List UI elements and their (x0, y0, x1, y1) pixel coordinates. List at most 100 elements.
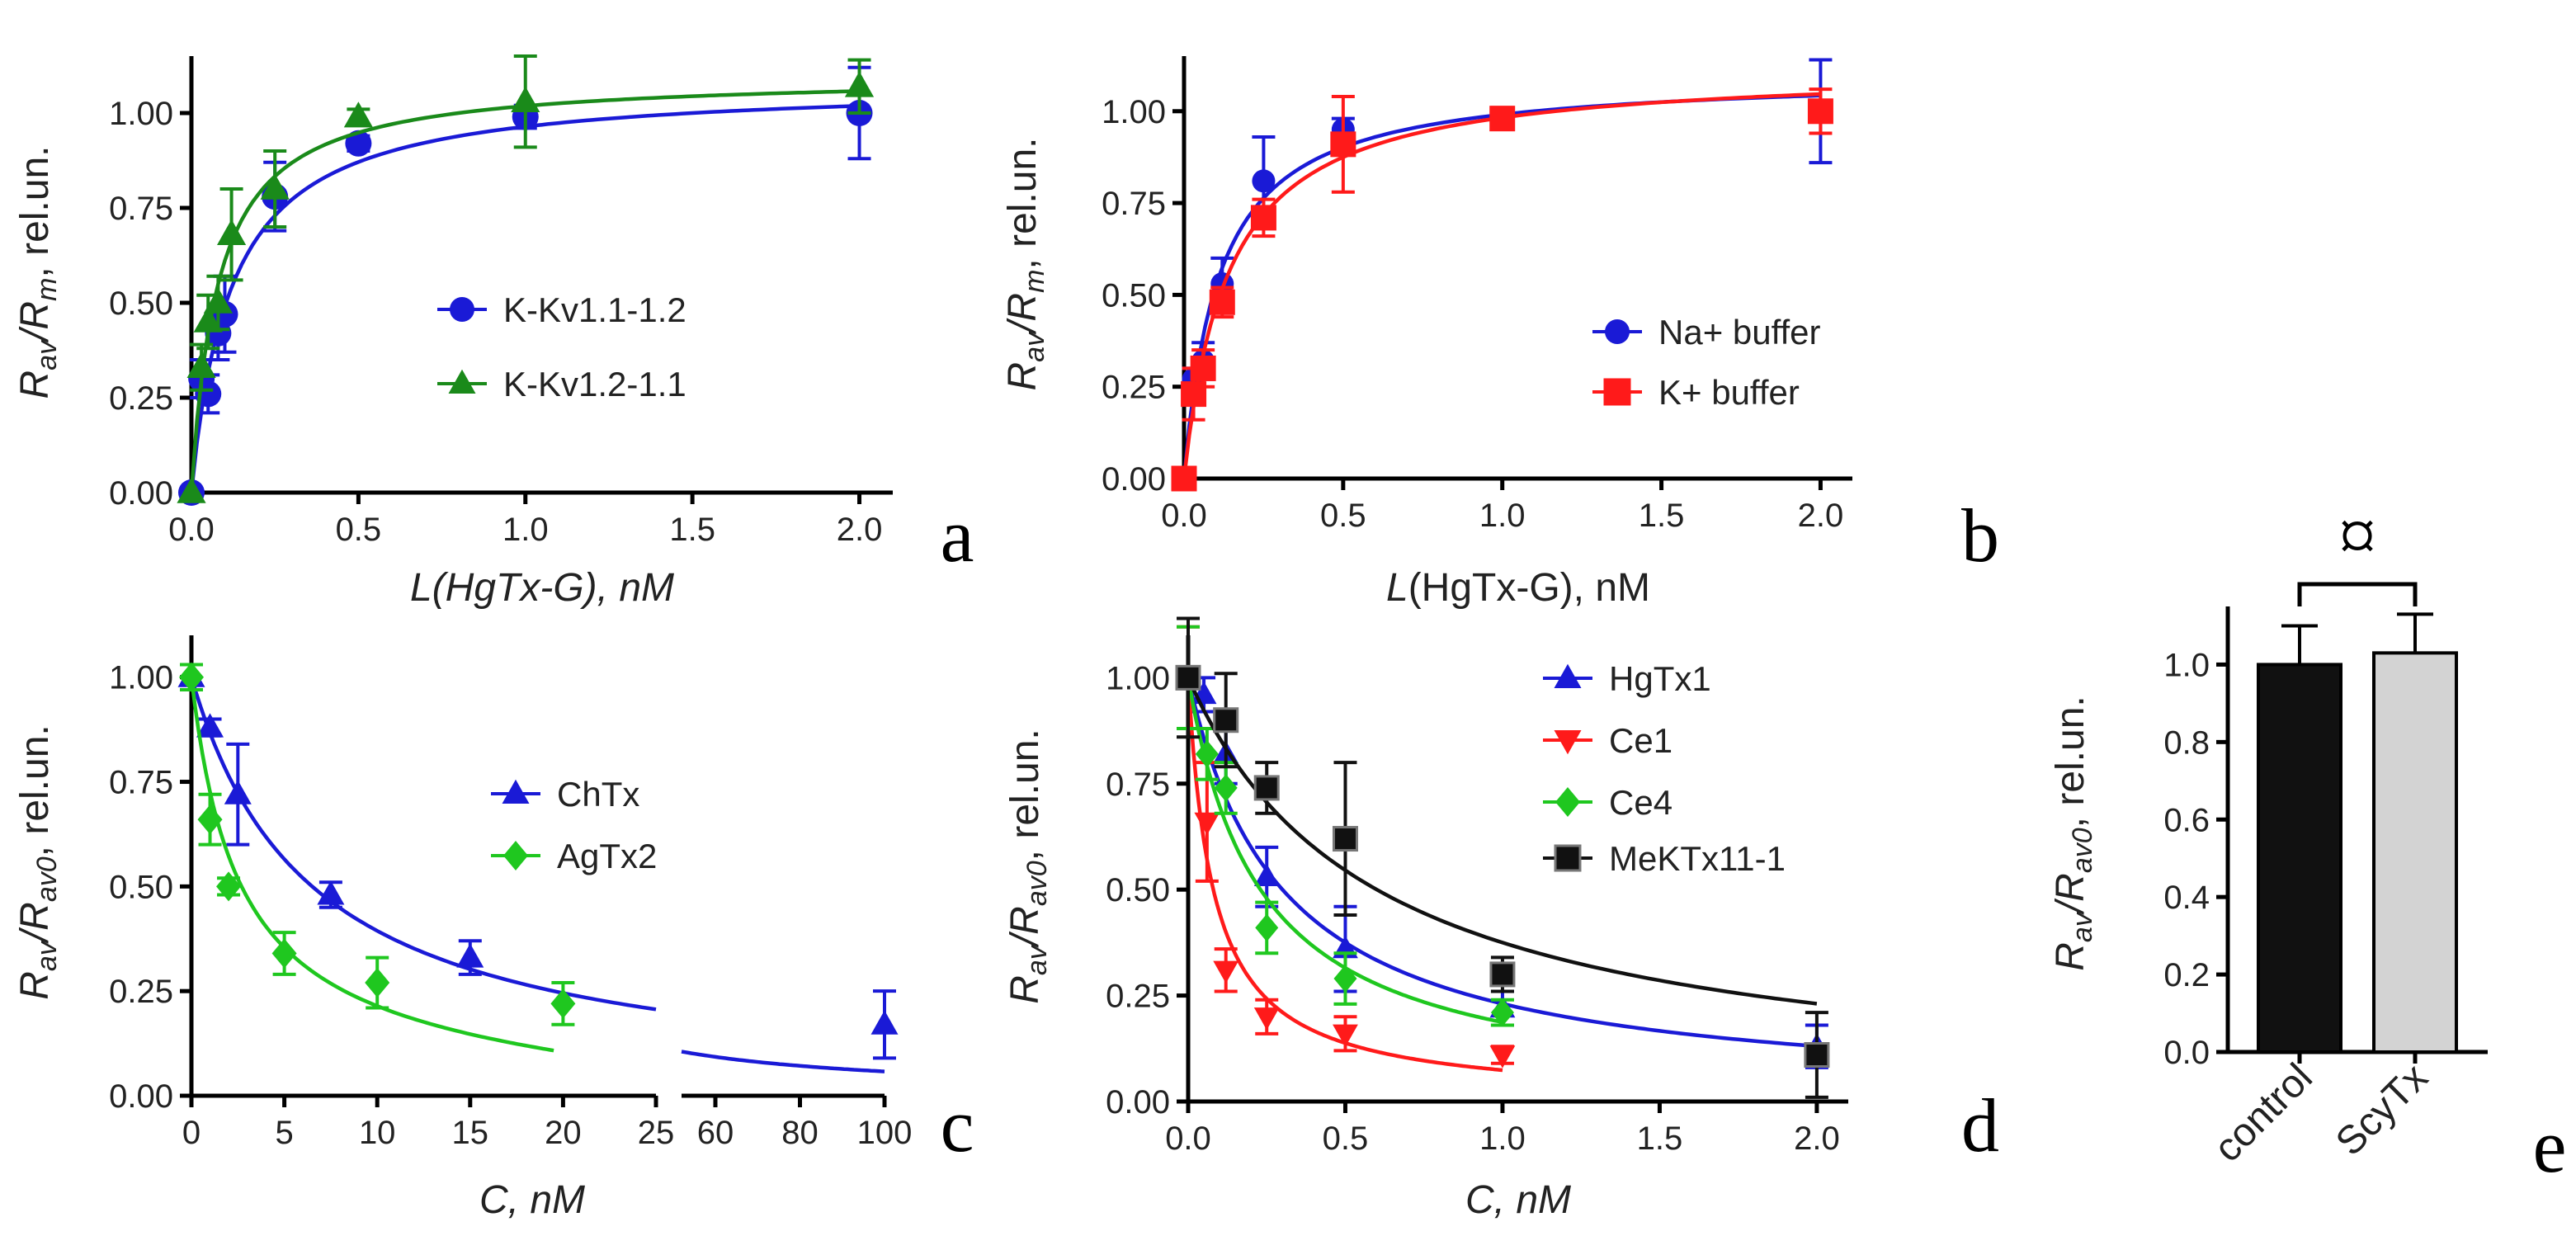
y-axis-label: Rav/Rav0, rel.un. (13, 724, 63, 1000)
y-tick-label: 0.25 (109, 380, 173, 417)
data-point (1171, 465, 1197, 492)
data-point (365, 968, 390, 998)
x-axis-label: L(HgTx-G), nM (410, 566, 674, 610)
x-category-label: ScyTx (2328, 1055, 2437, 1164)
fit-curve-0 (189, 677, 657, 1012)
y-tick-label: 0.00 (1106, 1084, 1170, 1120)
legend-label: MeKTx11-1 (1609, 839, 1786, 878)
data-point (1252, 169, 1276, 193)
ylabel-part: av (1021, 944, 1053, 975)
y-axis-label: Rav/Rav0, rel.un. (2049, 696, 2098, 971)
legend-label: Ce1 (1609, 721, 1673, 760)
data-point (1333, 1024, 1358, 1047)
x-axis-label: C, nM (1465, 1178, 1571, 1222)
data-point (1333, 965, 1357, 993)
data-point (1175, 664, 1201, 691)
x-axis-label-part: (HgTx-G), nM (1408, 566, 1650, 610)
y-tick-label: 0.2 (2163, 957, 2210, 993)
y-tick-label: 0.0 (2163, 1035, 2210, 1071)
x-tick-label: 2.0 (1794, 1120, 1840, 1157)
legend-label: Na+ buffer (1658, 313, 1821, 351)
x-tick-label: 25 (638, 1115, 675, 1151)
x-tick-label: 0.5 (1320, 498, 1366, 534)
y-tick-label: 1.00 (1106, 660, 1170, 696)
fit-curve-0-seg2 (681, 1050, 885, 1073)
y-tick-label: 1.00 (1102, 94, 1166, 130)
panel-letter-d: d (1961, 1083, 1999, 1168)
y-tick-label: 0.50 (1102, 277, 1166, 314)
x-tick-label: 1.5 (669, 512, 715, 548)
y-tick-label: 0.00 (109, 1078, 173, 1115)
x-tick-label: 0.0 (168, 512, 215, 548)
data-point (1213, 960, 1239, 984)
legend-marker (1605, 319, 1630, 344)
data-point (1194, 812, 1220, 836)
significance-symbol: ¤ (2338, 493, 2376, 578)
ylabel-part: /R (1003, 906, 1047, 948)
data-point (193, 306, 223, 333)
ylabel-part: R (2049, 942, 2092, 971)
y-tick-label: 0.75 (109, 191, 173, 227)
legend-marker (450, 297, 474, 322)
data-point (260, 173, 290, 200)
significance-bracket (2297, 582, 2418, 606)
x-axis-label: L(HgTx-G), nM (1386, 566, 1650, 610)
y-tick-label: 0.00 (109, 475, 173, 512)
data-point (196, 713, 224, 738)
ylabel-part: , rel.un. (1001, 138, 1045, 270)
x-axis-label: C, nM (479, 1178, 585, 1222)
y-tick-label: 0.75 (1106, 767, 1170, 803)
data-point (1253, 863, 1280, 886)
y-tick-label: 0.00 (1102, 461, 1166, 498)
x-tick-label: 0.0 (1161, 498, 1207, 534)
x-tick-label: 0 (182, 1115, 201, 1151)
y-tick-label: 0.25 (109, 974, 173, 1010)
ylabel-part: /R (1001, 293, 1045, 335)
chart-panel-c: 0 5 10 15 20 25 60 80 100 0.00 0.25 0.50 0.75 1.00 Rav… (13, 635, 974, 1222)
data-point (844, 71, 875, 97)
legend-label: ChTx (557, 775, 639, 814)
legend-label: K-Kv1.1-1.2 (503, 290, 686, 329)
data-point (317, 880, 345, 905)
y-tick-label: 0.25 (1102, 370, 1166, 406)
data-point (343, 101, 373, 128)
data-point (456, 943, 484, 968)
data-point (870, 1010, 899, 1035)
y-tick-label: 1.00 (109, 660, 173, 696)
y-tick-label: 1.0 (2163, 647, 2210, 683)
data-point (203, 287, 233, 314)
y-tick-label: 0.75 (1102, 186, 1166, 222)
data-point (1804, 1042, 1830, 1068)
fit-curve-3 (1186, 677, 1818, 1006)
x-tick-label: 15 (452, 1115, 489, 1151)
x-tick-label: 0.5 (1323, 1120, 1369, 1157)
data-point (1190, 355, 1216, 381)
legend-label: K+ buffer (1658, 373, 1800, 412)
ylabel-part: R (1003, 975, 1047, 1004)
data-point (1807, 98, 1833, 125)
x-tick-label: 1.5 (1637, 1120, 1683, 1157)
data-point (1489, 961, 1516, 988)
panel-letter-a: a (941, 493, 974, 578)
x-category-label: control (2206, 1055, 2320, 1170)
ylabel-part: av (1019, 331, 1050, 362)
x-tick-label: 1.0 (502, 512, 549, 548)
fit-curve-1 (189, 677, 554, 1053)
ylabel-part: R (13, 370, 57, 399)
chart-panel-b: 0.0 0.5 1.0 1.5 2.0 0.00 0.25 0.50 0.75 1.00 Rav/R… (1001, 56, 1999, 610)
legend-marker (502, 779, 530, 804)
x-tick-label: 1.0 (1479, 498, 1526, 534)
data-point (1253, 775, 1280, 801)
y-axis-label: Rav/Rav0, rel.un. (1003, 729, 1053, 1004)
ylabel-part: av (31, 940, 63, 971)
x-tick-label: 10 (359, 1115, 396, 1151)
ylabel-part: av (2067, 911, 2098, 942)
x-tick-label: 1.5 (1639, 498, 1685, 534)
ylabel-part: R (13, 971, 57, 1000)
bar-control (2257, 663, 2342, 1054)
x-axis-label-part: L (1386, 566, 1408, 610)
chart-panel-e: 0.0 0.2 0.4 0.6 0.8 1.0 control ScyTx ¤ Rav/Rav0,… (2049, 493, 2566, 1188)
x-tick-label: 20 (545, 1115, 582, 1151)
data-point (1253, 1007, 1280, 1031)
